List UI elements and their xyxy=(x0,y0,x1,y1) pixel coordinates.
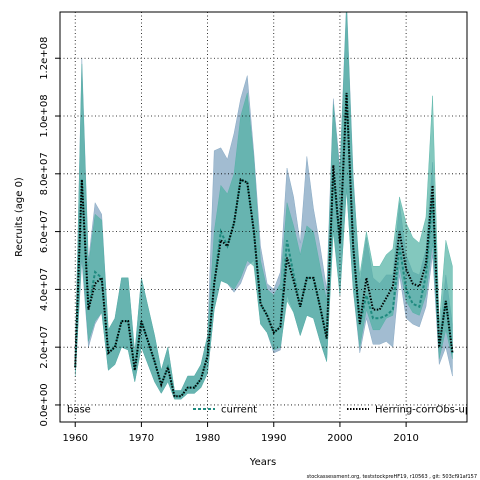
y-tick-label: 1.2e+08 xyxy=(39,37,50,80)
legend-label: Herring-corrObs-up xyxy=(375,405,471,416)
frame xyxy=(59,11,468,423)
x-axis-label: Years xyxy=(249,457,276,468)
series-line xyxy=(74,92,454,398)
y-tick-label: 6.0e+07 xyxy=(39,210,50,253)
confidence-band xyxy=(74,12,453,400)
y-tick-label: 4.0e+07 xyxy=(39,268,50,311)
y-tick-label: 2.0e+07 xyxy=(39,326,50,369)
x-tick-label: 2000 xyxy=(327,433,352,444)
y-tick-label: 1.0e+08 xyxy=(39,94,50,137)
x-tick-label: 1960 xyxy=(62,433,87,444)
legend-label: base xyxy=(67,405,91,416)
y-tick-label: 8.0e+07 xyxy=(39,152,50,195)
y-axis-label: Recruits (age 0) xyxy=(14,177,25,257)
x-tick-label: 1990 xyxy=(261,433,286,444)
y-tick-label: 0.0e+00 xyxy=(39,383,50,426)
legend-label: current xyxy=(221,405,257,416)
x-tick-label: 1970 xyxy=(129,433,154,444)
footer: stockassessment.org, teststockpreHF19, r… xyxy=(307,474,477,480)
x-tick-label: 1980 xyxy=(195,433,220,444)
x-tick-label: 2010 xyxy=(393,433,418,444)
plot-area: base current Herring-corrObs-up xyxy=(67,12,471,416)
